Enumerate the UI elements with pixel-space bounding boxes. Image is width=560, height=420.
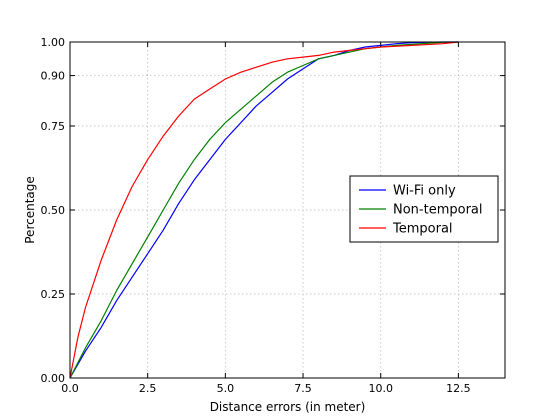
- legend-label: Wi-Fi only: [393, 184, 456, 199]
- y-tick-label: 0.25: [41, 288, 66, 301]
- y-tick-label: 0.90: [41, 70, 66, 83]
- series-line: [69, 41, 459, 379]
- plot-area: [69, 41, 459, 379]
- series-line: [69, 41, 459, 379]
- x-tick-label: 10.0: [368, 382, 393, 395]
- x-tick-label: 0.0: [61, 382, 79, 395]
- legend: Wi-Fi only Non-temporal Temporal: [349, 175, 499, 243]
- x-tick-label: 7.5: [294, 382, 312, 395]
- legend-label: Temporal: [392, 222, 453, 237]
- x-tick-label: 2.5: [139, 382, 157, 395]
- axis-ticks: 0.0 2.5 5.0 7.5 10.0 12.5 0.00 0.25 0.50 0.75 0.90…: [41, 36, 505, 395]
- x-tick-label: 5.0: [217, 382, 235, 395]
- x-tick-label: 12.5: [446, 382, 471, 395]
- series-line: [69, 41, 459, 379]
- y-tick-label: 0.50: [41, 204, 66, 217]
- y-tick-label: 1.00: [41, 36, 66, 49]
- legend-label: Non-temporal: [393, 203, 483, 218]
- y-axis-label: Percentage: [23, 176, 37, 244]
- y-tick-label: 0.00: [41, 372, 66, 385]
- x-axis-label: Distance errors (in meter): [210, 400, 366, 414]
- y-tick-label: 0.75: [41, 120, 66, 133]
